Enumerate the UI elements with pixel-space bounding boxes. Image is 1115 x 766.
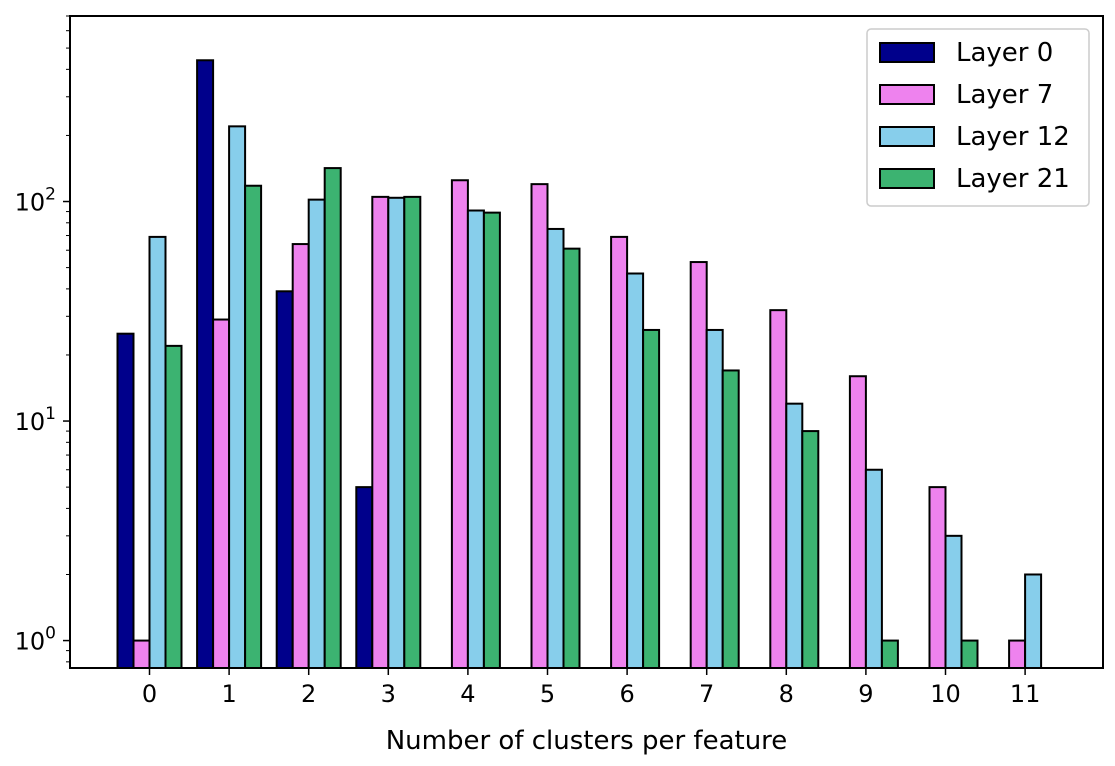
bar-layer-12-5 — [546, 227, 565, 669]
bar-layer-21-10 — [960, 639, 979, 669]
bar-layer-21-4 — [482, 211, 501, 670]
bar-layer-12-10 — [944, 534, 963, 669]
plot-frame — [69, 15, 1104, 669]
x-tick-label-8: 8 — [779, 680, 794, 708]
legend-label-layer-0: Layer 0 — [956, 38, 1053, 68]
bar-layer-7-4 — [450, 179, 469, 670]
x-tick-label-5: 5 — [540, 680, 555, 708]
bar-layer-21-8 — [801, 430, 820, 669]
legend-label-layer-12: Layer 12 — [956, 122, 1070, 152]
bar-layer-12-7 — [705, 328, 724, 669]
x-tick-label-3: 3 — [381, 680, 396, 708]
bar-layer-21-1 — [244, 184, 263, 670]
legend-swatch-layer-12 — [879, 126, 935, 147]
bar-layer-7-0 — [132, 639, 151, 669]
bar-layer-12-3 — [387, 196, 406, 669]
legend-box — [866, 28, 1090, 207]
bar-layer-12-1 — [228, 125, 247, 669]
bar-layer-7-11 — [1008, 639, 1027, 669]
y-tick-label-1: 100 — [15, 624, 56, 656]
bar-layer-12-11 — [1024, 573, 1043, 669]
bar-layer-12-6 — [626, 272, 645, 669]
bar-layer-21-2 — [323, 167, 342, 670]
bars-group — [116, 59, 1043, 670]
x-axis-label: Number of clusters per feature — [386, 726, 788, 756]
bar-layer-7-2 — [291, 243, 310, 669]
legend-label-layer-21: Layer 21 — [956, 164, 1070, 194]
bar-layer-12-0 — [148, 235, 167, 669]
x-tick-label-0: 0 — [142, 680, 157, 708]
bar-layer-7-10 — [928, 486, 947, 669]
bar-layer-7-7 — [689, 261, 708, 669]
legend-swatch-layer-7 — [879, 84, 935, 105]
y-tick-label-10: 101 — [15, 404, 56, 436]
bar-layer-7-9 — [848, 375, 867, 669]
x-tick-label-2: 2 — [301, 680, 316, 708]
x-tick-label-10: 10 — [930, 680, 961, 708]
x-tick-label-9: 9 — [858, 680, 873, 708]
legend-swatch-layer-21 — [879, 168, 935, 189]
legend: Layer 0 Layer 7 Layer 12 Layer 21 — [866, 28, 1090, 207]
bar-layer-7-1 — [212, 318, 231, 669]
bar-layer-12-8 — [785, 402, 804, 669]
bar-layer-21-0 — [164, 344, 183, 669]
bar-layer-21-3 — [403, 195, 422, 669]
x-tick-label-11: 11 — [1010, 680, 1041, 708]
y-axis: 100 101 102 — [15, 15, 70, 663]
bar-layer-7-3 — [371, 195, 390, 669]
bar-layer-12-9 — [864, 468, 883, 669]
bar-layer-0-1 — [196, 59, 215, 670]
bar-layer-0-0 — [116, 332, 135, 669]
bar-layer-7-5 — [530, 183, 549, 669]
x-tick-label-1: 1 — [221, 680, 236, 708]
bar-layer-0-2 — [275, 290, 294, 669]
bar-layer-21-6 — [642, 328, 661, 669]
x-axis: 0 1 2 3 4 5 6 7 8 9 10 11 — [142, 668, 1041, 708]
bar-layer-21-5 — [562, 247, 581, 669]
legend-label-layer-7: Layer 7 — [956, 80, 1053, 110]
bar-layer-0-3 — [355, 486, 374, 669]
bar-layer-7-8 — [769, 309, 788, 669]
x-tick-label-4: 4 — [460, 680, 475, 708]
bar-layer-21-7 — [721, 369, 740, 669]
bar-layer-7-6 — [610, 235, 629, 669]
bar-layer-12-2 — [307, 198, 326, 670]
bar-layer-12-4 — [466, 209, 485, 669]
y-tick-label-100: 102 — [15, 185, 56, 217]
x-tick-label-6: 6 — [619, 680, 634, 708]
legend-swatch-layer-0 — [879, 42, 935, 63]
bar-layer-21-9 — [880, 639, 899, 669]
x-tick-label-7: 7 — [699, 680, 714, 708]
